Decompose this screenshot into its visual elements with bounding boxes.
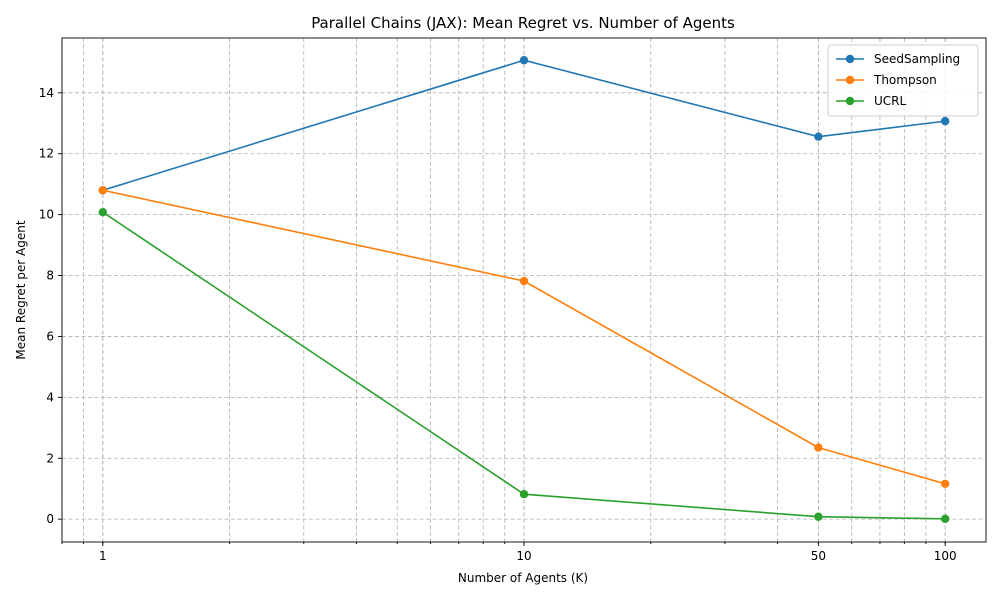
series-layer bbox=[98, 56, 950, 524]
data-point-seedsampling bbox=[814, 132, 823, 141]
data-point-thompson bbox=[98, 186, 108, 195]
y-tick-label: 0 bbox=[46, 512, 54, 526]
chart-title: Parallel Chains (JAX): Mean Regret vs. N… bbox=[311, 14, 735, 32]
legend-label-ucrl: UCRL bbox=[874, 94, 907, 108]
legend: SeedSampling Thompson UCRL bbox=[827, 44, 979, 117]
x-tick-label: 1 bbox=[99, 549, 107, 563]
legend-box bbox=[827, 44, 979, 117]
x-tick-label: 100 bbox=[934, 549, 957, 563]
legend-label-seedsampling: SeedSampling bbox=[874, 52, 960, 66]
y-tick-label: 4 bbox=[46, 390, 54, 404]
y-axis-label: Mean Regret per Agent bbox=[14, 220, 28, 359]
x-tick-label: 50 bbox=[811, 549, 826, 563]
series-line-ucrl bbox=[102, 211, 946, 520]
legend-marker-thompson bbox=[845, 75, 855, 85]
x-tick-label: 10 bbox=[516, 549, 531, 563]
series-line-thompson bbox=[102, 189, 946, 485]
y-tick-label: 10 bbox=[39, 208, 54, 222]
data-point-thompson bbox=[814, 443, 823, 452]
y-tick-label: 6 bbox=[46, 329, 54, 343]
y-tick-label: 2 bbox=[46, 451, 54, 465]
series-line-seedsampling bbox=[102, 59, 946, 192]
y-tick-label: 14 bbox=[39, 86, 54, 100]
legend-label-thompson: Thompson bbox=[873, 73, 937, 87]
legend-marker-ucrl bbox=[845, 96, 855, 106]
data-point-seedsampling bbox=[940, 116, 950, 126]
data-point-thompson bbox=[519, 276, 529, 286]
y-tick-label: 12 bbox=[39, 147, 54, 161]
data-point-ucrl bbox=[519, 489, 529, 499]
legend-marker-seedsampling bbox=[845, 54, 855, 64]
data-point-ucrl bbox=[940, 514, 950, 524]
x-axis-label: Number of Agents (K) bbox=[458, 571, 588, 585]
data-point-thompson bbox=[940, 479, 950, 489]
y-tick-label: 8 bbox=[46, 269, 54, 283]
data-point-ucrl bbox=[814, 512, 823, 521]
data-point-ucrl bbox=[98, 207, 108, 217]
axis-ticks: 1 10 50 100 0 2 4 6 8 10 12 14 bbox=[39, 86, 957, 563]
data-point-seedsampling bbox=[519, 56, 529, 65]
